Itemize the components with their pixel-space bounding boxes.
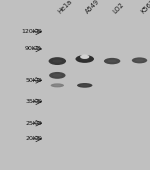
Text: 90KD: 90KD xyxy=(25,46,42,52)
Text: He1a: He1a xyxy=(57,0,74,15)
Text: A549: A549 xyxy=(85,0,101,15)
Ellipse shape xyxy=(104,58,120,64)
Ellipse shape xyxy=(81,84,89,86)
Ellipse shape xyxy=(75,55,94,63)
Ellipse shape xyxy=(132,57,147,63)
Text: 25KD: 25KD xyxy=(25,121,42,126)
Ellipse shape xyxy=(80,55,89,59)
Ellipse shape xyxy=(53,74,62,77)
Ellipse shape xyxy=(108,60,117,62)
Text: 120KD: 120KD xyxy=(21,29,42,34)
Ellipse shape xyxy=(49,72,66,79)
Ellipse shape xyxy=(80,57,90,61)
Ellipse shape xyxy=(135,59,144,62)
Text: K562: K562 xyxy=(140,0,150,15)
Text: LO2: LO2 xyxy=(112,1,126,15)
Ellipse shape xyxy=(77,83,92,88)
Ellipse shape xyxy=(49,57,66,65)
Ellipse shape xyxy=(52,59,62,63)
Ellipse shape xyxy=(54,84,61,86)
Text: 20KD: 20KD xyxy=(25,136,42,141)
Ellipse shape xyxy=(51,83,64,87)
Text: 35KD: 35KD xyxy=(25,99,42,104)
Text: 50KD: 50KD xyxy=(25,78,42,83)
